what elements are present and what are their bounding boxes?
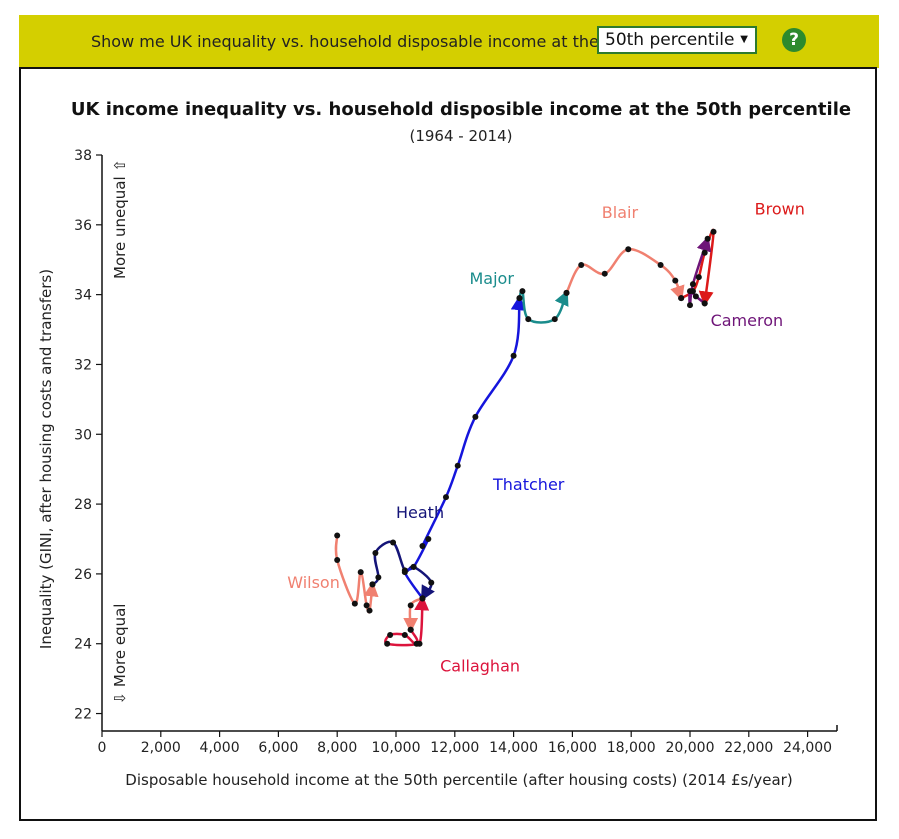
data-point-blair [601, 270, 608, 277]
chart-title: UK income inequality vs. household dispo… [71, 99, 851, 120]
data-point-blair [657, 261, 664, 268]
x-tick-label: 8,000 [317, 740, 357, 756]
data-point-heath [369, 581, 376, 588]
data-point-callaghan [401, 632, 408, 638]
data-point-thatcher [510, 352, 517, 359]
data-point-wilson [407, 602, 414, 609]
control-bar: Show me UK inequality vs. household disp… [19, 15, 879, 68]
series-label-cameron: Cameron [711, 311, 784, 330]
y-tick-label: 22 [74, 707, 92, 723]
x-tick-label: 2,000 [141, 740, 181, 756]
x-tick-label: 22,000 [724, 740, 773, 756]
y-axis-label: Inequality (GINI, after housing costs an… [37, 269, 55, 649]
y-tick-label: 34 [74, 288, 92, 304]
data-point-blair [563, 289, 570, 296]
x-tick-label: 0 [98, 740, 107, 756]
y-tick-label: 30 [74, 427, 92, 443]
series-label-blair: Blair [602, 203, 639, 222]
help-icon[interactable]: ? [782, 28, 806, 52]
data-point-heath [372, 549, 379, 556]
x-tick-label: 6,000 [258, 740, 298, 756]
data-point-thatcher [419, 595, 426, 602]
data-point-blair [578, 261, 585, 268]
data-point-cameron [687, 288, 693, 295]
more-equal-label: ⇩ More equal [111, 604, 129, 705]
data-point-brown [701, 249, 708, 256]
x-axis-label: Disposable household income at the 50th … [125, 771, 792, 789]
data-point-callaghan [387, 632, 394, 638]
series-label-callaghan: Callaghan [440, 657, 520, 676]
data-point-thatcher [410, 563, 417, 570]
y-tick-label: 24 [74, 637, 92, 653]
series-label-thatcher: Thatcher [492, 475, 565, 494]
data-point-major [516, 295, 523, 302]
data-point-thatcher [442, 494, 449, 501]
data-point-heath [390, 539, 397, 546]
x-tick-label: 10,000 [372, 740, 421, 756]
data-point-callaghan [407, 626, 414, 633]
data-point-cameron [701, 300, 708, 307]
data-point-wilson [334, 556, 341, 563]
data-point-major [525, 316, 532, 323]
data-point-thatcher [454, 462, 461, 469]
x-tick-label: 18,000 [607, 740, 656, 756]
data-point-thatcher [472, 413, 479, 420]
series-line-blair [565, 248, 685, 301]
data-point-cameron [704, 235, 711, 242]
series-label-heath: Heath [396, 503, 444, 522]
dropdown-arrow-icon: ▼ [740, 34, 748, 45]
y-tick-label: 38 [74, 148, 92, 164]
data-point-wilson [357, 569, 364, 576]
series-label-brown: Brown [755, 199, 805, 218]
series-line-thatcher [403, 295, 526, 600]
x-tick-label: 16,000 [548, 740, 597, 756]
series-label-major: Major [470, 269, 515, 288]
data-point-heath [375, 574, 382, 581]
series-points [334, 228, 717, 647]
x-tick-label: 20,000 [666, 740, 715, 756]
data-point-wilson [363, 602, 370, 609]
data-point-major [551, 316, 558, 323]
data-point-heath [428, 579, 435, 586]
data-point-wilson [334, 532, 341, 539]
data-point-blair [672, 277, 679, 284]
data-point-cameron [692, 293, 699, 300]
data-point-wilson [366, 607, 373, 614]
x-tick-label: 4,000 [200, 740, 240, 756]
chart-subtitle: (1964 - 2014) [409, 127, 512, 145]
data-point-callaghan [416, 640, 423, 647]
control-prompt: Show me UK inequality vs. household disp… [91, 32, 599, 51]
data-point-major [519, 288, 526, 295]
x-tick-label: 24,000 [783, 740, 832, 756]
series-line-callaghan [384, 595, 430, 647]
data-point-blair [625, 246, 632, 253]
more-unequal-label: More unequal ⇧ [111, 159, 129, 279]
data-point-brown [695, 274, 702, 281]
y-tick-label: 26 [74, 567, 92, 583]
data-point-thatcher [425, 536, 432, 542]
data-point-cameron [687, 302, 693, 309]
chart-svg: UK income inequality vs. household dispo… [37, 99, 851, 789]
percentile-select[interactable]: 50th percentile ▼ [597, 26, 757, 54]
data-point-thatcher [401, 569, 408, 576]
axes: 0 2,000 4,000 6,000 8,000 10,000 12,000 14,000 1… [74, 148, 838, 756]
data-point-callaghan [384, 640, 391, 647]
data-point-brown [678, 295, 685, 302]
x-tick-label: 14,000 [489, 740, 538, 756]
series-label-wilson: Wilson [287, 573, 340, 592]
percentile-select-value: 50th percentile [605, 30, 735, 50]
data-point-thatcher [419, 542, 426, 549]
data-point-wilson [351, 600, 358, 607]
y-tick-label: 28 [74, 497, 92, 513]
y-tick-label: 36 [74, 218, 92, 234]
data-point-brown [710, 228, 717, 235]
x-tick-label: 12,000 [430, 740, 479, 756]
chart-panel: UK income inequality vs. household dispo… [19, 67, 877, 821]
data-point-cameron [689, 281, 696, 288]
series-labels: Wilson Heath Callaghan Thatcher Major Blair Br… [287, 199, 805, 675]
y-tick-label: 32 [74, 357, 92, 373]
